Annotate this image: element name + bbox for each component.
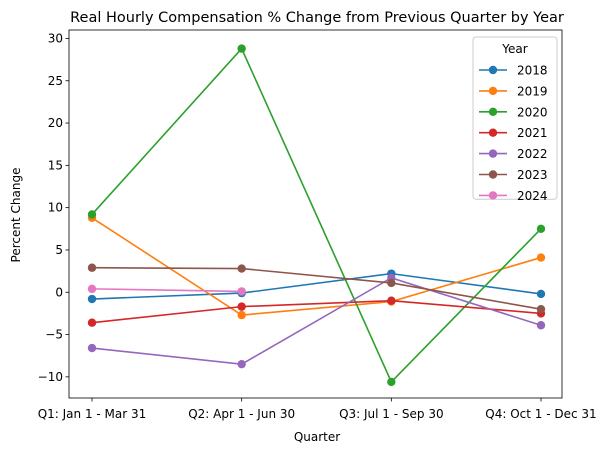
legend-item-2021: 2021 bbox=[479, 126, 548, 140]
series-line bbox=[91, 217, 542, 316]
legend-swatch-marker bbox=[488, 86, 498, 96]
y-tick-label: 10 bbox=[48, 201, 63, 215]
legend-label: 2021 bbox=[517, 126, 548, 140]
x-tick-label: Q2: Apr 1 - Jun 30 bbox=[188, 407, 295, 421]
data-point bbox=[87, 318, 97, 327]
y-tick-label: −10 bbox=[38, 370, 63, 384]
data-point bbox=[536, 304, 546, 314]
legend-label: 2023 bbox=[517, 168, 548, 182]
y-tick-label: 15 bbox=[48, 158, 63, 172]
legend-title: Year bbox=[501, 42, 527, 56]
legend-item-2023: 2023 bbox=[479, 168, 548, 182]
data-point bbox=[87, 343, 97, 353]
series-2023 bbox=[87, 263, 546, 314]
legend-label: 2020 bbox=[517, 105, 548, 119]
series-layer bbox=[87, 44, 546, 387]
y-tick-label: 30 bbox=[48, 31, 63, 45]
data-point bbox=[237, 359, 246, 369]
legend: Year 2018 2019 2020 2021 2022 2023 2024 bbox=[472, 36, 558, 203]
data-point bbox=[237, 287, 246, 296]
y-tick-label: 5 bbox=[55, 243, 63, 257]
data-point bbox=[536, 224, 546, 234]
x-tick-label: Q3: Jul 1 - Sep 30 bbox=[339, 407, 444, 421]
axes-layer: −10 −5 0 5 10 15 20 25 30 Q1: Jan 1 - Mar 31 Q2: A… bbox=[38, 29, 597, 421]
legend-swatch-marker bbox=[488, 128, 498, 137]
y-tick-label: 0 bbox=[55, 285, 63, 299]
plot-frame bbox=[68, 29, 563, 399]
legend-swatch-marker bbox=[488, 149, 498, 158]
x-axis-label: Quarter bbox=[294, 430, 340, 444]
series-line bbox=[91, 272, 542, 300]
legend-swatch-marker bbox=[488, 170, 498, 179]
legend-item-2022: 2022 bbox=[479, 147, 548, 161]
y-tick-label: 20 bbox=[48, 116, 63, 130]
legend-label: 2019 bbox=[517, 84, 548, 98]
legend-item-2018: 2018 bbox=[479, 64, 548, 78]
y-tick-label: 25 bbox=[48, 74, 63, 88]
data-point bbox=[536, 253, 546, 262]
x-tick-label: Q4: Oct 1 - Dec 31 bbox=[485, 407, 596, 421]
chart-title: Real Hourly Compensation % Change from P… bbox=[70, 10, 564, 26]
data-point bbox=[237, 264, 246, 273]
data-point bbox=[87, 284, 97, 294]
data-point bbox=[237, 310, 246, 320]
legend-box bbox=[472, 36, 558, 200]
legend-label: 2024 bbox=[517, 189, 548, 203]
series-line bbox=[91, 47, 542, 384]
series-2024 bbox=[87, 284, 246, 296]
data-point bbox=[237, 44, 246, 53]
series-line bbox=[91, 288, 242, 293]
data-point bbox=[536, 321, 546, 330]
legend-label: 2018 bbox=[517, 64, 548, 78]
legend-item-2019: 2019 bbox=[479, 84, 548, 98]
legend-swatch-marker bbox=[488, 107, 498, 117]
data-point bbox=[87, 294, 97, 304]
series-line bbox=[91, 266, 542, 310]
data-point bbox=[536, 289, 546, 299]
series-line bbox=[91, 277, 542, 365]
y-axis-label: Percent Change bbox=[9, 168, 23, 263]
legend-item-2020: 2020 bbox=[479, 105, 548, 119]
legend-swatch-marker bbox=[488, 65, 498, 75]
legend-label: 2022 bbox=[517, 147, 548, 161]
y-tick-label: −5 bbox=[45, 328, 63, 342]
series-line bbox=[91, 299, 542, 324]
series-2020 bbox=[87, 44, 546, 387]
data-point bbox=[387, 278, 396, 288]
data-point bbox=[387, 377, 396, 387]
legend-swatch-marker bbox=[488, 191, 498, 200]
x-tick-label: Q1: Jan 1 - Mar 31 bbox=[38, 407, 147, 421]
legend-item-2024: 2024 bbox=[479, 189, 548, 203]
data-point bbox=[87, 210, 97, 219]
data-point bbox=[237, 302, 246, 311]
data-point bbox=[87, 263, 97, 272]
data-point bbox=[387, 296, 396, 305]
